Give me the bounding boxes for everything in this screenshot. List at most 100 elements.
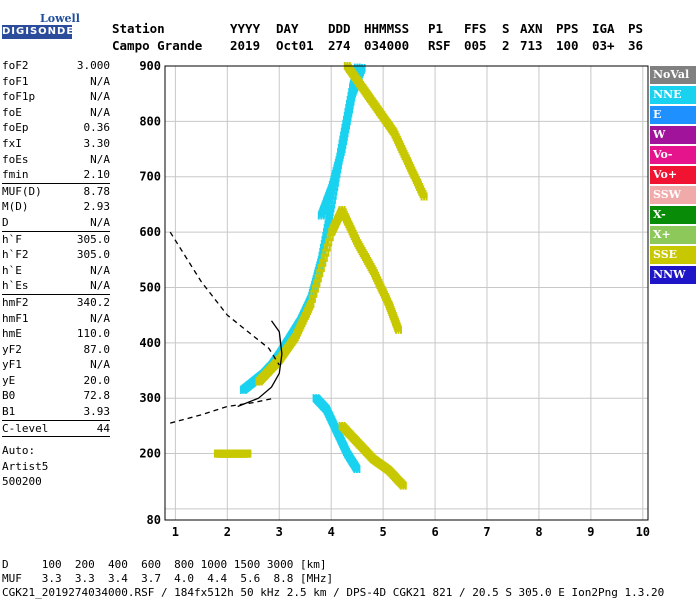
echo-mark: [367, 262, 370, 271]
echo-mark: [371, 264, 374, 273]
echo-mark: [382, 463, 384, 472]
legend-item: NNW: [650, 266, 696, 284]
echo-mark: [307, 300, 310, 309]
x-tick-label: 9: [587, 525, 594, 539]
param-value: 2.10: [83, 168, 111, 182]
x-tick-label: 2: [224, 525, 231, 539]
echo-mark: [304, 316, 307, 325]
echo-mark: [383, 290, 386, 299]
echo-mark: [288, 338, 291, 346]
echo-mark: [414, 173, 417, 182]
echo-mark: [378, 274, 381, 282]
echo-mark: [294, 328, 297, 337]
echo-mark: [310, 289, 313, 298]
echo-mark: [346, 217, 349, 226]
echo-mark: [393, 474, 396, 483]
echo-mark: [407, 154, 410, 163]
echo-mark: [350, 434, 353, 443]
echo-mark: [299, 328, 302, 337]
echo-mark: [298, 319, 301, 328]
param-value: 110.0: [76, 327, 110, 341]
echo-mark: [286, 341, 289, 350]
echo-mark: [315, 279, 318, 288]
header-value: 2: [502, 38, 510, 53]
x-tick-label: 4: [328, 525, 335, 539]
echo-mark: [424, 190, 427, 199]
echo-mark: [408, 161, 411, 170]
param-value: N/A: [90, 311, 110, 325]
echo-mark: [347, 224, 350, 233]
legend-item: X-: [650, 206, 696, 224]
echo-mark: [299, 321, 302, 330]
echo-mark: [389, 126, 392, 135]
echo-mark: [333, 196, 336, 205]
echo-mark: [330, 238, 333, 247]
echo-mark: [313, 279, 316, 288]
echo-mark: [276, 355, 279, 364]
echo-mark: [301, 319, 303, 328]
echo-mark: [412, 164, 415, 172]
echo-mark: [349, 69, 352, 78]
param-name: foEp: [2, 121, 29, 135]
legend-item: W: [650, 126, 696, 144]
echo-mark: [306, 307, 309, 316]
param-value: 2.93: [83, 200, 111, 214]
echo-mark: [382, 283, 385, 292]
echo-mark: [409, 164, 412, 172]
echo-mark: [344, 63, 347, 72]
echo-mark: [405, 154, 408, 163]
echo-mark: [381, 281, 384, 290]
echo-mark: [384, 293, 387, 301]
echo-mark: [410, 166, 413, 175]
echo-mark: [354, 229, 357, 238]
param-row: hmF2 340.2: [2, 293, 110, 311]
param-row: h`F2 305.0: [2, 247, 110, 263]
echo-mark: [377, 283, 380, 292]
echo-mark: [373, 274, 376, 282]
param-row: yE 20.0: [2, 373, 110, 389]
echo-mark: [285, 342, 288, 351]
echo-mark: [338, 421, 341, 430]
echo-mark: [356, 234, 359, 243]
param-name: yE: [2, 373, 16, 387]
x-tick-label: 10: [636, 525, 650, 539]
param-value: N/A: [90, 279, 110, 293]
footer-muf-row: MUF 3.3 3.3 3.4 3.7 4.0 4.4 5.6 8.8 [MHz…: [2, 572, 334, 585]
param-row: M(D) 2.93: [2, 199, 110, 215]
echo-mark: [383, 464, 386, 473]
echo-mark: [411, 168, 414, 177]
echo-mark: [401, 140, 404, 149]
legend: NoVal NNE E W Vo- Vo+ SSW X- X+ SSE NNW: [650, 66, 696, 286]
echo-mark: [364, 257, 367, 265]
echo-mark: [303, 319, 306, 328]
echo-mark: [369, 266, 372, 275]
header-value: 005: [464, 38, 487, 53]
param-name: M(D): [2, 200, 29, 214]
param-row: foEp 0.36: [2, 120, 110, 136]
header-value: 274: [328, 38, 351, 53]
echo-mark: [316, 269, 319, 278]
param-value: 0.36: [83, 121, 111, 135]
header-label: DAY: [276, 21, 299, 36]
header-value: 36: [628, 38, 644, 53]
echo-mark: [319, 274, 322, 283]
legend-item: X+: [650, 226, 696, 244]
echo-mark: [324, 258, 327, 267]
echo-mark: [417, 175, 420, 184]
echo-mark: [305, 309, 308, 318]
echo-mark: [406, 156, 409, 165]
echo-mark: [315, 289, 318, 298]
echo-mark: [402, 154, 405, 163]
param-name: h`E: [2, 263, 22, 277]
param-value: 87.0: [83, 342, 111, 356]
param-name: fxI: [2, 136, 22, 150]
echo-mark: [367, 95, 370, 104]
param-value: 20.0: [83, 373, 111, 387]
echo-mark: [344, 208, 347, 217]
echo-mark: [401, 152, 404, 161]
echo-mark: [396, 478, 399, 486]
echo-mark: [355, 232, 358, 241]
echo-mark: [357, 245, 360, 254]
echo-mark: [359, 84, 362, 93]
echo-mark: [353, 227, 356, 236]
